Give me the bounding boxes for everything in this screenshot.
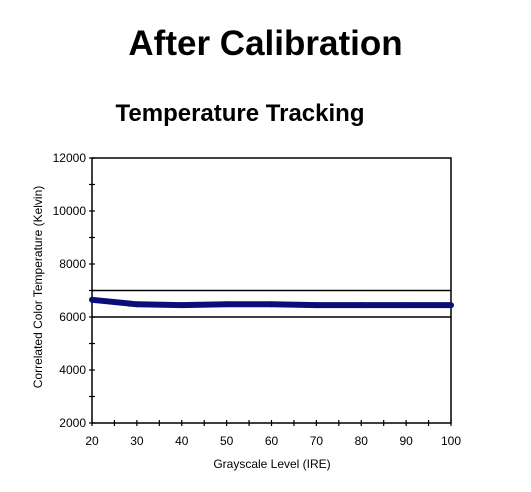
data-point bbox=[268, 301, 275, 308]
data-point bbox=[178, 302, 185, 309]
x-tick-label: 80 bbox=[355, 434, 369, 448]
data-point bbox=[358, 302, 365, 309]
x-tick-label: 20 bbox=[85, 434, 99, 448]
y-tick-label: 6000 bbox=[59, 310, 86, 324]
data-point bbox=[223, 301, 230, 308]
x-tick-label: 100 bbox=[441, 434, 461, 448]
x-axis-label: Grayscale Level (IRE) bbox=[213, 457, 330, 471]
y-tick-label: 2000 bbox=[59, 416, 86, 430]
data-point bbox=[448, 302, 454, 309]
y-axis-label: Correlated Color Temperature (Kelvin) bbox=[31, 186, 45, 389]
x-tick-label: 60 bbox=[265, 434, 279, 448]
data-point bbox=[89, 296, 95, 303]
x-tick-label: 90 bbox=[399, 434, 413, 448]
data-point bbox=[403, 302, 410, 309]
data-point bbox=[133, 301, 140, 308]
x-tick-label: 40 bbox=[175, 434, 189, 448]
y-tick-label: 8000 bbox=[59, 257, 86, 271]
data-point bbox=[313, 302, 320, 309]
x-tick-label: 30 bbox=[130, 434, 144, 448]
plot-area: 2000 4000 6000 8000 10000 12000 20 30 40 50 60 70 80… bbox=[53, 151, 462, 448]
x-tick-label: 70 bbox=[310, 434, 324, 448]
page-heading: After Calibration bbox=[128, 24, 403, 63]
chart-title: Temperature Tracking bbox=[116, 100, 365, 127]
x-tick-label: 50 bbox=[220, 434, 234, 448]
y-tick-label: 10000 bbox=[53, 204, 87, 218]
y-tick-label: 4000 bbox=[59, 363, 86, 377]
y-tick-label: 12000 bbox=[53, 151, 87, 165]
